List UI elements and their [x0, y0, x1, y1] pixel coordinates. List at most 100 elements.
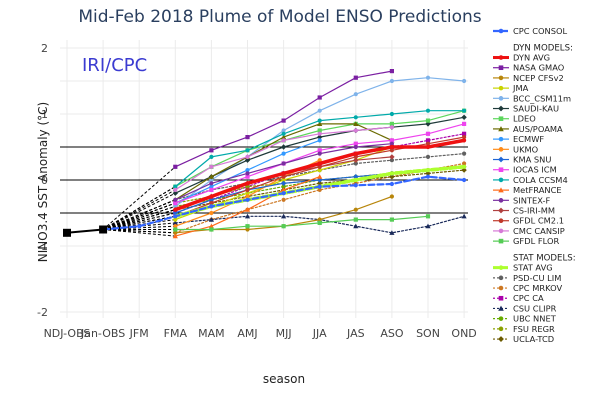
- data-point: [498, 198, 504, 203]
- data-point: [245, 135, 250, 140]
- data-point: [209, 164, 214, 169]
- legend-label: AUS/POAMA: [513, 124, 563, 134]
- data-point: [317, 168, 322, 173]
- data-point: [498, 275, 504, 281]
- data-point: [389, 138, 394, 143]
- x-tick-label: JFM: [129, 327, 149, 340]
- legend-label: UCLA-TCD: [513, 334, 554, 344]
- legend-label: SINTEX-F: [513, 195, 550, 205]
- chart-title: Mid-Feb 2018 Plume of Model ENSO Predict…: [78, 7, 481, 27]
- data-point: [498, 65, 504, 71]
- legend-item-ukmo: UKMO: [493, 144, 539, 154]
- legend-label: PSD-CU LIM: [513, 273, 561, 283]
- data-point: [389, 125, 394, 130]
- data-point: [389, 181, 394, 187]
- legend-label: DYN AVG: [513, 53, 550, 63]
- data-point: [317, 220, 322, 225]
- data-point: [498, 75, 504, 81]
- data-point: [425, 75, 431, 80]
- data-point: [425, 108, 431, 113]
- data-point: [173, 187, 178, 192]
- data-point: [425, 141, 431, 146]
- bridge-cpc-ca: [102, 212, 176, 230]
- data-point: [244, 213, 251, 219]
- data-point: [208, 217, 214, 222]
- data-point: [245, 194, 250, 199]
- data-point: [498, 336, 504, 342]
- data-point: [245, 171, 250, 176]
- x-tick-label: JAS: [346, 327, 365, 340]
- data-point: [137, 224, 142, 229]
- legend-label: STAT AVG: [513, 263, 553, 273]
- data-point: [281, 224, 286, 229]
- legend-item-sintex-f: SINTEX-F: [493, 195, 550, 205]
- data-point: [245, 174, 250, 179]
- data-point: [173, 230, 178, 235]
- data-point: [498, 305, 504, 311]
- data-point: [498, 167, 504, 173]
- legend-label: SAUDI-KAU: [513, 104, 559, 114]
- series-nasa-gmao: [173, 69, 394, 169]
- y-axis-label: NINO3.4 SST Anomaly (°C): [36, 102, 50, 262]
- data-point: [462, 161, 467, 166]
- data-point: [209, 184, 214, 189]
- data-point: [209, 181, 214, 186]
- data-point: [425, 144, 431, 150]
- data-point: [317, 131, 322, 136]
- data-point: [389, 69, 394, 74]
- data-point: [173, 164, 178, 169]
- data-point: [461, 167, 467, 173]
- data-point: [462, 121, 467, 126]
- data-point: [389, 171, 394, 176]
- data-point: [317, 148, 322, 153]
- legend-label: FSU REGR: [513, 324, 555, 334]
- data-point: [353, 115, 358, 120]
- data-point: [245, 227, 250, 232]
- data-point: [353, 183, 358, 188]
- data-point: [462, 138, 467, 143]
- legend-label: GFDL CM2.1: [513, 216, 564, 226]
- data-point: [498, 136, 504, 142]
- data-point: [209, 187, 214, 192]
- legend-item-gfdl-flor: GFDL FLOR: [493, 236, 559, 246]
- series-line-observed: [66, 228, 104, 234]
- data-point: [353, 207, 358, 212]
- data-point: [425, 121, 431, 127]
- data-point: [245, 168, 250, 173]
- data-point: [173, 184, 178, 189]
- data-point: [389, 141, 394, 146]
- data-point: [498, 187, 504, 193]
- data-point: [317, 134, 323, 140]
- watermark-iri-cpc: IRI/CPC: [82, 55, 147, 76]
- series-observed: [63, 225, 108, 237]
- legend-label: CPC CA: [513, 293, 544, 303]
- data-point: [462, 108, 467, 113]
- bridge-metfrance: [103, 229, 176, 237]
- x-tick-label: AMJ: [237, 327, 257, 340]
- data-point: [280, 180, 287, 186]
- legend-label: MetFRANCE: [513, 185, 562, 195]
- legend-item-ldeo: LDEO: [493, 114, 536, 124]
- data-point: [317, 164, 322, 169]
- data-point: [353, 144, 358, 150]
- data-point: [353, 141, 358, 146]
- data-point: [353, 92, 358, 97]
- data-point: [389, 158, 394, 163]
- legend-label: JMA: [512, 83, 529, 93]
- legend-item-iocas-icm: IOCAS ICM: [493, 165, 557, 175]
- data-point: [425, 138, 431, 143]
- data-point: [281, 138, 286, 143]
- legend-item-ncep-cfsv2: NCEP CFSv2: [493, 73, 564, 83]
- bridge-cmc-cansip: [102, 189, 176, 230]
- data-point: [245, 181, 250, 186]
- data-point: [498, 285, 504, 291]
- data-point: [281, 151, 286, 156]
- series-cola-ccsm4: [173, 108, 467, 189]
- bridge-psd-cu-lim: [102, 199, 176, 230]
- legend-label: NASA GMAO: [513, 63, 565, 73]
- bridge-ucla-tcd: [102, 209, 176, 230]
- data-point: [317, 118, 322, 123]
- legend-item-ubc-nnet: UBC NNET: [493, 314, 557, 324]
- data-point: [172, 220, 178, 225]
- data-point: [498, 238, 504, 244]
